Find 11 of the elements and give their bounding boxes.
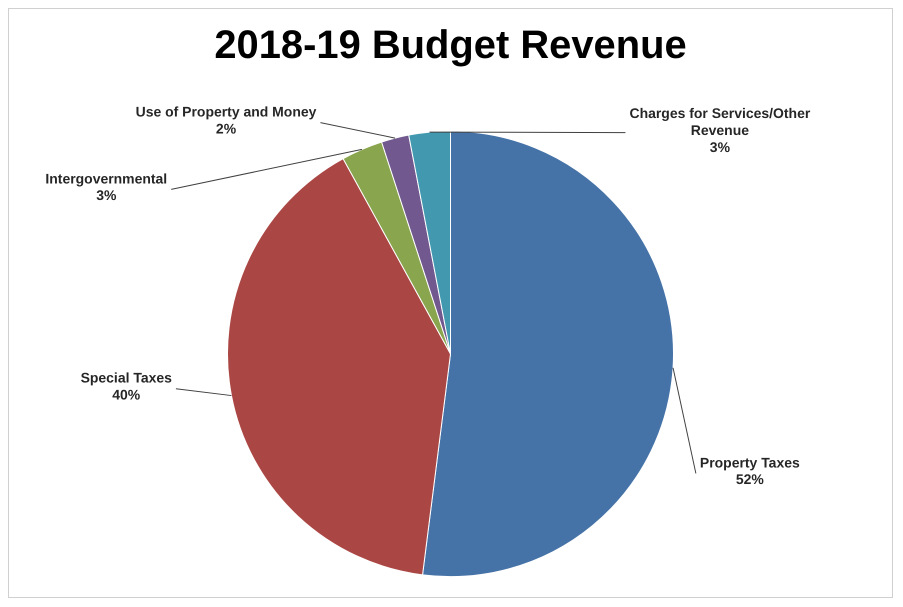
data-label: 52% [736, 471, 764, 488]
chart-title: 2018-19 Budget Revenue [214, 22, 687, 67]
slice-label: Use of Property and Money [136, 104, 317, 120]
data-label: 3% [710, 138, 731, 155]
slice-label: Property Taxes [700, 454, 800, 470]
slice-label: Intergovernmental [45, 170, 168, 186]
slice-label: Special Taxes [80, 370, 172, 386]
data-label: 2% [216, 120, 237, 136]
data-label: 40% [112, 386, 141, 403]
slice-label: Charges for Services/Other Revenue [629, 104, 811, 138]
data-label: 3% [96, 187, 117, 204]
